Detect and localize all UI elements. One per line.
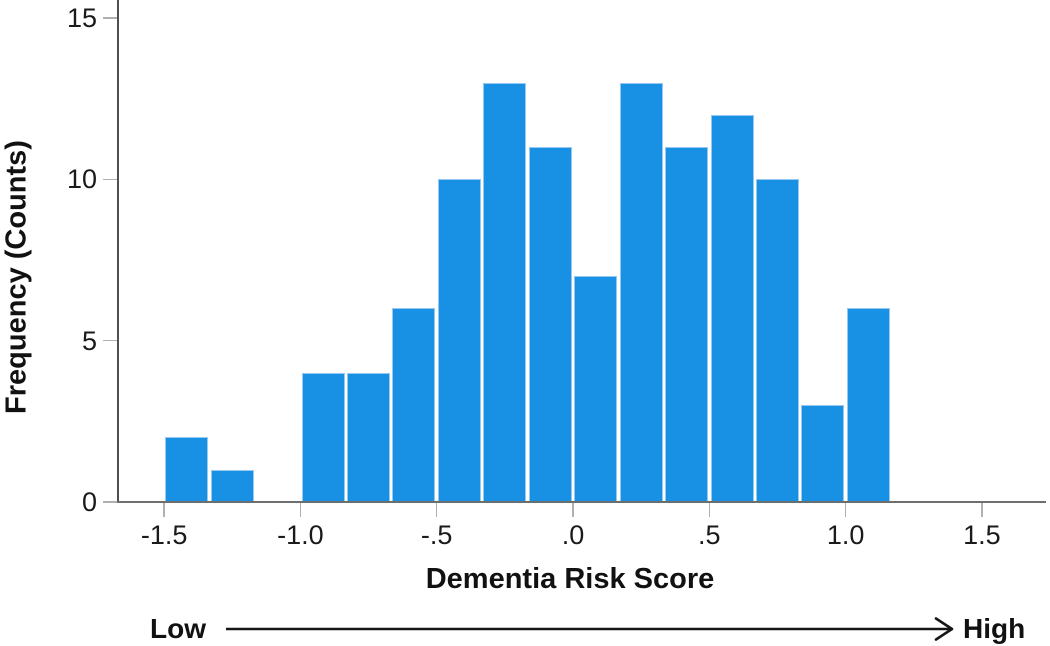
- histogram-bar: [210, 469, 254, 502]
- y-tick-mark: [102, 501, 117, 503]
- x-tick-mark: [435, 503, 438, 517]
- x-tick-mark: [844, 503, 847, 517]
- histogram-bar: [437, 179, 481, 502]
- histogram-bar: [801, 405, 845, 502]
- x-axis-title: Dementia Risk Score: [425, 563, 715, 595]
- histogram-bar: [574, 276, 618, 502]
- y-tick-mark: [102, 178, 117, 181]
- x-tick-mark: [981, 503, 983, 517]
- x-tick-mark: [572, 503, 574, 517]
- x-tick-label: 1.0: [826, 520, 865, 550]
- arrow-right-icon: [226, 617, 954, 641]
- y-tick-label: 15: [66, 3, 97, 33]
- y-tick-mark: [102, 339, 117, 342]
- histogram-bar: [846, 308, 890, 502]
- histogram-bar: [483, 82, 527, 502]
- low-label: Low: [150, 613, 206, 644]
- histogram-bar: [528, 147, 572, 502]
- y-tick-mark: [102, 17, 117, 19]
- x-tick-label: -1.5: [140, 520, 188, 550]
- low-high-annotation: Low High: [0, 611, 1050, 646]
- y-tick-label: 0: [81, 487, 97, 517]
- high-label: High: [963, 613, 1026, 644]
- y-tick-label: 10: [66, 164, 97, 195]
- x-tick-mark: [163, 503, 165, 517]
- x-tick-label: -1.0: [277, 520, 324, 550]
- histogram-bar: [755, 179, 799, 502]
- x-tick-label: -.5: [420, 520, 453, 550]
- y-axis-line: [116, 0, 119, 503]
- x-tick-mark: [299, 503, 302, 517]
- histogram-bar: [347, 372, 391, 502]
- histogram-bar: [619, 82, 663, 502]
- x-tick-mark: [708, 503, 711, 517]
- histogram-bar: [165, 437, 209, 502]
- x-tick-label: .0: [561, 520, 585, 550]
- x-tick-label: .5: [698, 520, 721, 550]
- histogram-bar: [665, 147, 709, 502]
- x-tick-label: 1.5: [963, 520, 1001, 550]
- histogram-bar: [710, 114, 754, 502]
- y-tick-label: 5: [81, 325, 97, 356]
- x-axis-line: [116, 501, 1046, 503]
- histogram-bar: [301, 372, 345, 502]
- histogram-bar: [392, 308, 436, 502]
